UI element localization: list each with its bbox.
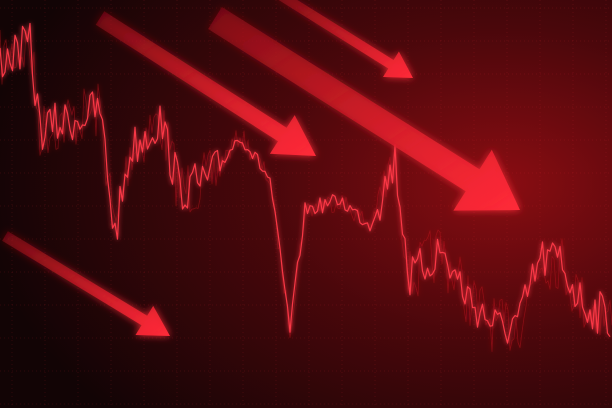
trace-line	[0, 22, 611, 344]
arrow	[208, 7, 520, 211]
arrow	[278, 0, 413, 78]
arrow	[2, 231, 170, 336]
price-trace	[0, 22, 612, 353]
down-arrows	[2, 0, 520, 336]
arrow	[95, 11, 316, 156]
